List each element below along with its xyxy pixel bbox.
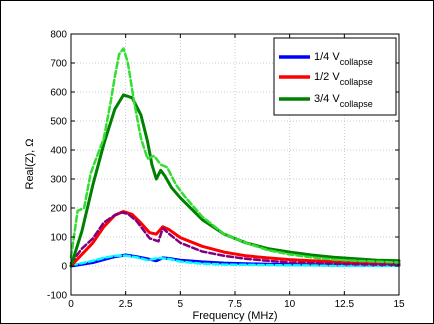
y-tick-label: 0 — [61, 262, 67, 273]
axis-ticks: 0 2.5 5 7.5 10 12.5 15-10001002003004005006007… — [47, 30, 405, 311]
y-tick-label: -100 — [47, 291, 67, 302]
legend: 1/4 Vcollapse 1/2 Vcollapse 3/4 Vcollapse — [273, 37, 397, 116]
y-tick-label: 500 — [50, 117, 67, 128]
y-tick-label: 300 — [50, 175, 67, 186]
x-axis-label: Frequency (MHz) — [193, 310, 278, 322]
legend-label: 1/2 Vcollapse — [314, 71, 373, 87]
y-tick-label: 100 — [50, 233, 67, 244]
y-tick-label: 700 — [50, 59, 67, 70]
y-tick-label: 600 — [50, 88, 67, 99]
x-tick-label: 10 — [284, 299, 296, 310]
series-line — [69, 93, 401, 268]
legend-label: 1/4 Vcollapse — [314, 51, 373, 67]
series-line — [69, 47, 401, 264]
y-tick-label: 200 — [50, 204, 67, 215]
series-line — [69, 254, 401, 267]
x-tick-label: 7.5 — [228, 299, 242, 310]
legend-label: 3/4 Vcollapse — [314, 93, 373, 109]
y-tick-label: 800 — [50, 30, 67, 41]
y-axis-label: Real(Z), Ω — [24, 138, 36, 189]
series-lines — [69, 47, 401, 268]
x-tick-label: 0 — [68, 299, 74, 310]
x-tick-label: 5 — [178, 299, 184, 310]
x-tick-label: 2.5 — [119, 299, 133, 310]
x-tick-label: 12.5 — [335, 299, 355, 310]
series-line — [69, 211, 401, 266]
y-tick-label: 400 — [50, 146, 67, 157]
x-tick-label: 15 — [393, 299, 405, 310]
